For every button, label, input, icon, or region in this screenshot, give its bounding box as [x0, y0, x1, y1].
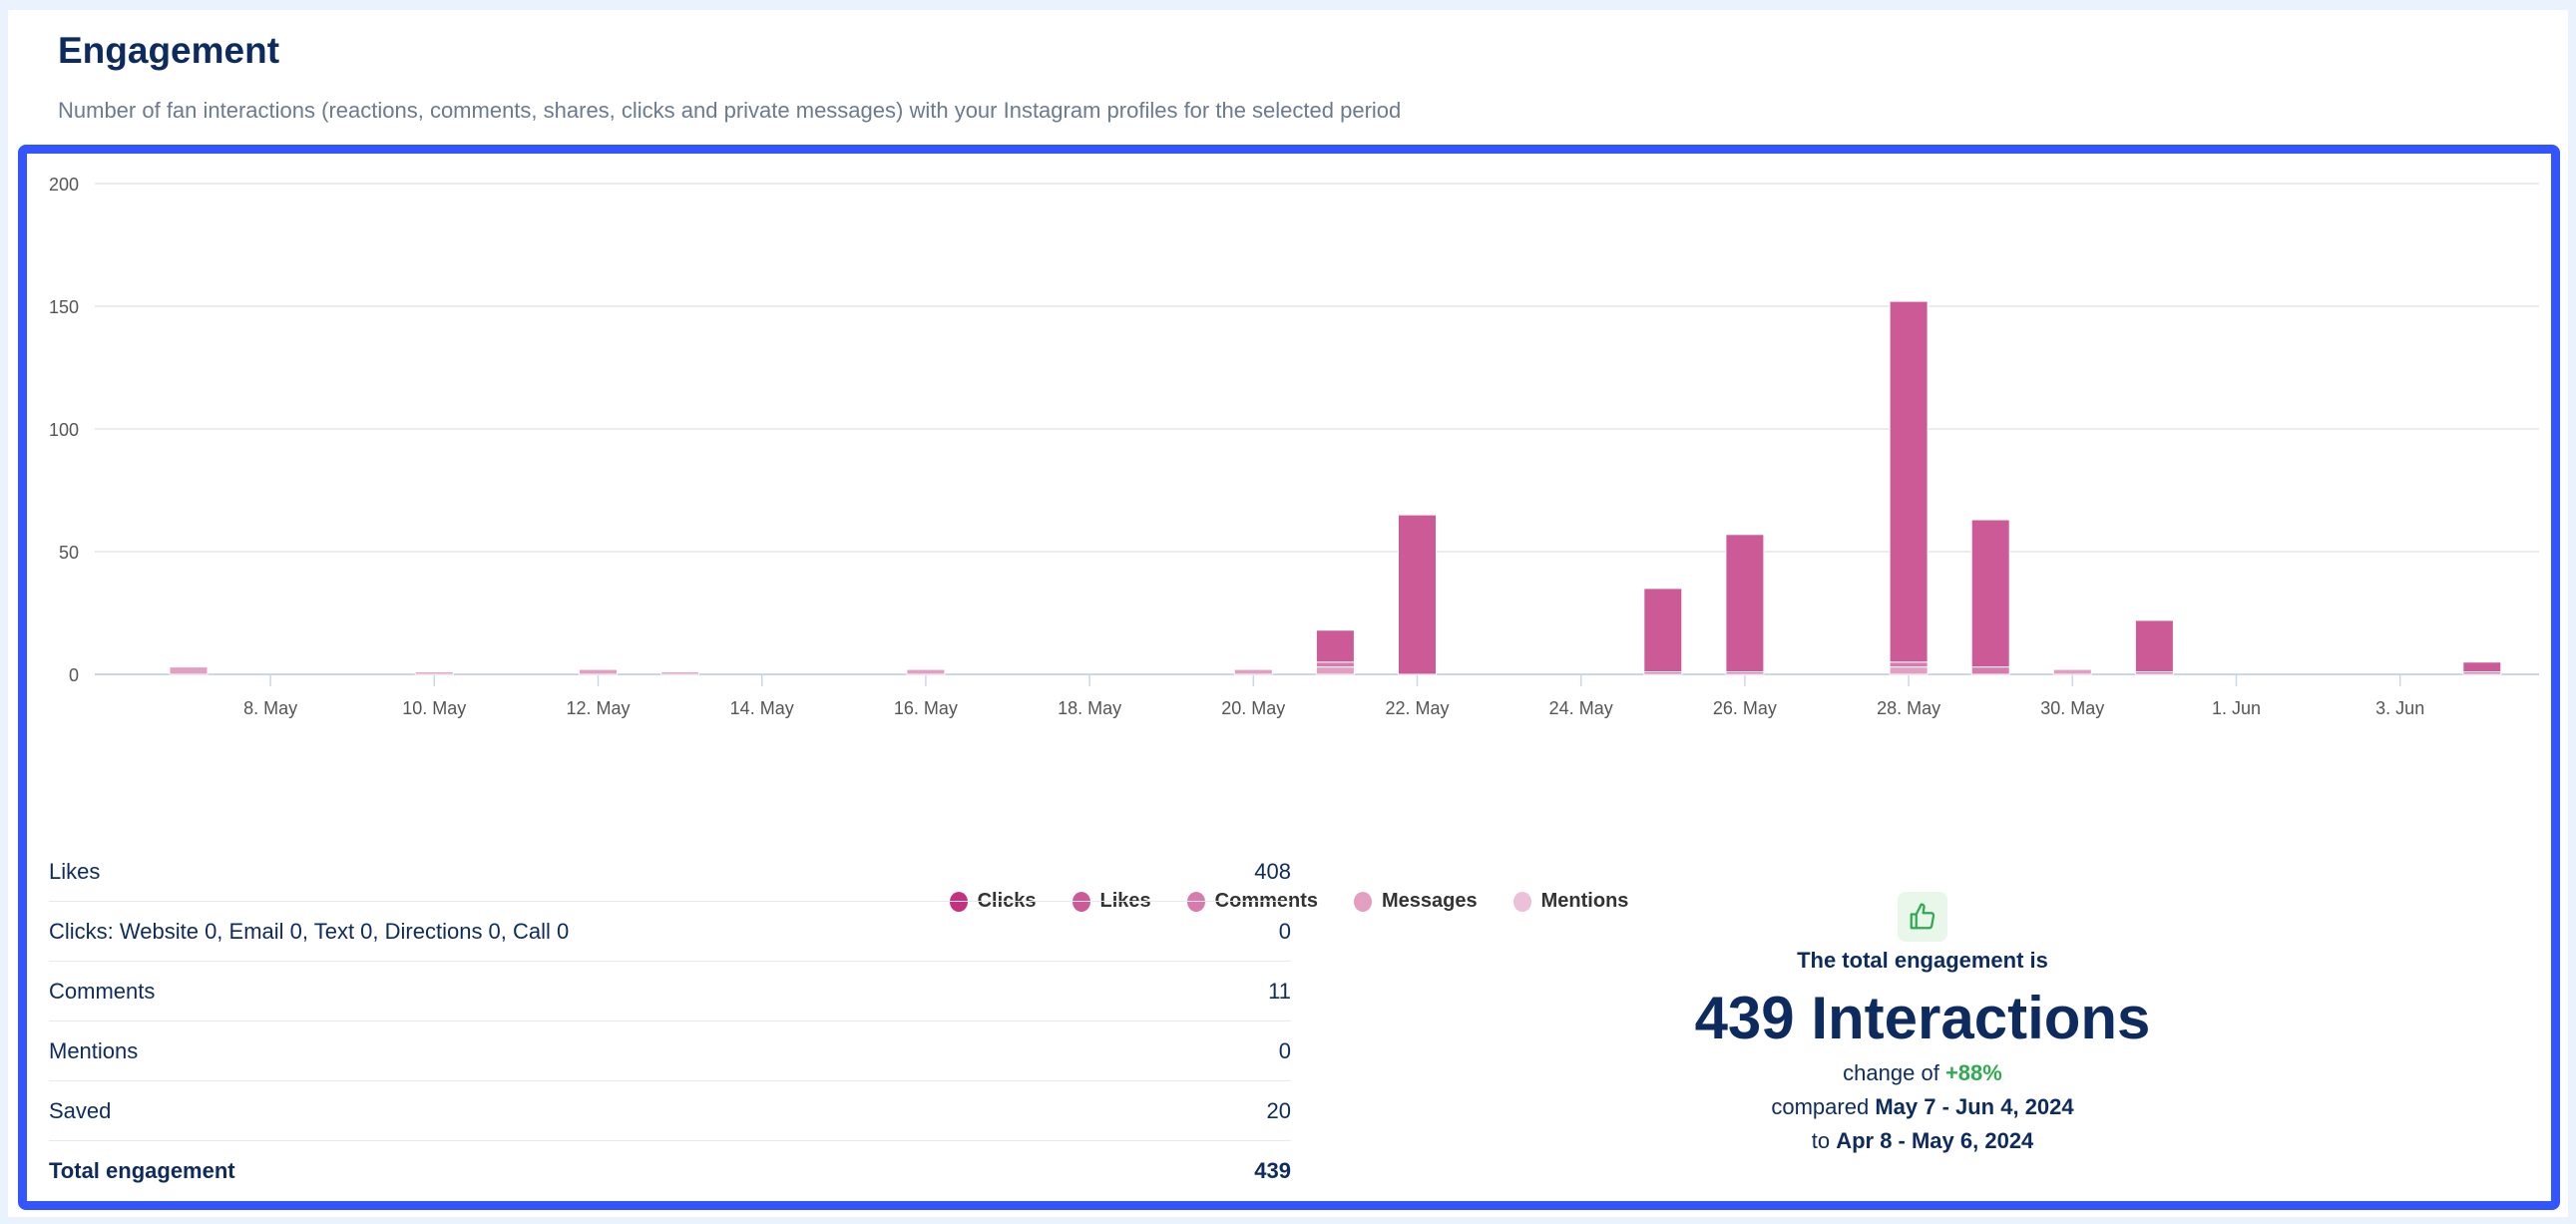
legend-item-mentions[interactable]: Mentions [1512, 890, 1629, 913]
table-row-total: Total engagement 439 [49, 1141, 1291, 1200]
bar-likes [1725, 534, 1765, 673]
thumbs-up-icon [1898, 892, 1947, 942]
y-tick-label: 50 [59, 543, 79, 563]
bar-likes [2462, 661, 2502, 673]
to-prefix: to [1811, 1128, 1831, 1153]
table-row: Comments 11 [49, 962, 1291, 1021]
row-label: Total engagement [49, 1157, 235, 1183]
summary-compared: compared May 7 - Jun 4, 2024 [1314, 1094, 2531, 1120]
y-tick-label: 0 [69, 665, 79, 685]
legend-item-messages[interactable]: Messages [1354, 890, 1478, 913]
page-subtitle: Number of fan interactions (reactions, c… [58, 98, 1402, 123]
summary-change: change of +88% [1314, 1060, 2531, 1086]
legend-dot-icon [1512, 891, 1531, 912]
row-value: 20 [1266, 1097, 1291, 1123]
x-tick-label: 1. Jun [2212, 698, 2261, 718]
legend-label: Mentions [1540, 890, 1629, 912]
bar-messages [1233, 668, 1273, 675]
x-tick-label: 3. Jun [2375, 698, 2424, 718]
x-tick-label: 24. May [1549, 698, 1613, 718]
engagement-table: Likes 408 Clicks: Website 0, Email 0, Text… [49, 842, 1291, 1200]
bar-messages [1315, 666, 1355, 675]
bar-messages [579, 668, 618, 675]
bar-messages [169, 666, 209, 675]
x-tick-label: 12. May [566, 698, 630, 718]
summary-intro: The total engagement is [1797, 948, 2048, 973]
x-tick-label: 16. May [894, 698, 958, 718]
bar-comments [1315, 661, 1355, 668]
engagement-chart: 0 50 100 150 200 8. May 10. May 12. May 14. May 1… [49, 175, 2539, 718]
row-label: Likes [49, 858, 101, 884]
bar-messages [906, 668, 946, 675]
x-tick-label: 20. May [1221, 698, 1285, 718]
row-label: Saved [49, 1097, 112, 1123]
y-tick-label: 100 [49, 420, 79, 440]
y-tick-label: 150 [49, 297, 79, 317]
row-label: Clicks: Website 0, Email 0, Text 0, Dire… [49, 918, 570, 944]
bar-likes [1889, 300, 1929, 663]
bar-comments [1970, 666, 2010, 675]
bar-messages [660, 671, 700, 675]
row-label: Mentions [49, 1037, 139, 1063]
y-tick-label: 200 [49, 175, 79, 195]
current-period: May 7 - Jun 4, 2024 [1875, 1094, 2074, 1119]
chart-legend: Clicks Likes Comments Messages Mentions [27, 890, 2551, 913]
x-tick-label: 30. May [2040, 698, 2104, 718]
legend-dot-icon [1354, 891, 1373, 912]
row-value: 0 [1278, 918, 1291, 944]
row-value: 439 [1254, 1157, 1291, 1183]
x-tick-label: 10. May [402, 698, 466, 718]
row-value: 0 [1278, 1037, 1291, 1063]
bar-likes [1315, 629, 1355, 663]
x-tick-label: 14. May [730, 698, 794, 718]
compared-prefix: compared [1771, 1094, 1870, 1119]
engagement-panel: 0 50 100 150 200 8. May 10. May 12. May 14. May 1… [18, 145, 2560, 1210]
summary-headline: 439 Interactions [1694, 985, 2151, 1051]
legend-label: Messages [1382, 890, 1478, 912]
x-tick-label: 26. May [1713, 698, 1777, 718]
x-tick-label: 18. May [1058, 698, 1121, 718]
x-tick-label: 28. May [1877, 698, 1940, 718]
row-value: 11 [1268, 978, 1291, 1004]
bar-comments [1889, 661, 1929, 668]
x-tick-label: 8. May [243, 698, 297, 718]
bar-messages [2052, 668, 2092, 675]
bar-likes [1970, 519, 2010, 668]
bar-likes [1643, 588, 1683, 673]
table-row: Saved 20 [49, 1081, 1291, 1141]
page-title: Engagement [58, 30, 280, 71]
summary-previous: to Apr 8 - May 6, 2024 [1314, 1128, 2531, 1154]
bar-messages [1889, 666, 1929, 675]
engagement-summary: The total engagement is 439 Interactions… [1314, 892, 2531, 1154]
bar-likes [2134, 619, 2174, 673]
change-value: +88% [1944, 1060, 2002, 1085]
table-row: Likes 408 [49, 842, 1291, 902]
previous-period: Apr 8 - May 6, 2024 [1836, 1128, 2034, 1153]
row-label: Comments [49, 978, 156, 1004]
x-tick-label: 22. May [1385, 698, 1449, 718]
table-row: Mentions 0 [49, 1021, 1291, 1081]
table-row: Clicks: Website 0, Email 0, Text 0, Dire… [49, 902, 1291, 962]
bar-likes [1398, 514, 1437, 675]
row-value: 408 [1254, 858, 1291, 884]
change-prefix: change of [1843, 1060, 1939, 1085]
bar-messages [414, 671, 454, 675]
